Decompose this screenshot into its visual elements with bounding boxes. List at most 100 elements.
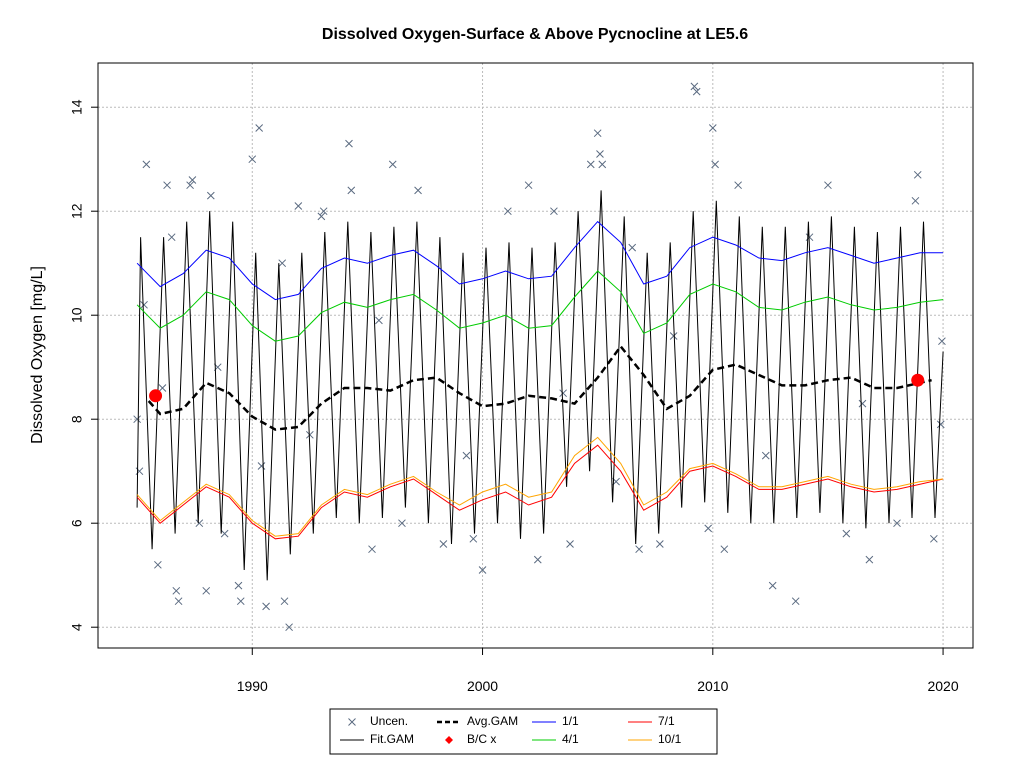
data-point [375,316,383,325]
data-point [398,519,406,528]
data-point [550,207,558,216]
data-point [791,597,800,606]
data-point [234,581,243,590]
data-point [220,529,229,538]
data-point [462,451,471,460]
data-point [439,540,448,548]
data-point [720,545,729,554]
data-point [708,124,717,132]
data-point [174,597,183,606]
data-point [142,160,151,169]
y-tick-label: 4 [69,623,85,631]
data-point [824,181,832,190]
data-point [345,139,353,148]
data-point [655,540,664,548]
data-point [280,597,289,606]
legend-label: 10/1 [658,732,682,746]
data-point [278,259,287,268]
legend-label: Uncen. [370,714,408,728]
data-point [158,384,167,392]
data-point [711,160,719,169]
data-point [206,191,215,200]
chart-title: Dissolved Oxygen-Surface & Above Pycnocl… [322,26,748,43]
x-tick-label: 2010 [697,678,728,694]
data-point [524,181,533,190]
y-axis-label: Dissolved Oxygen [mg/L] [29,266,46,444]
data-point [566,540,574,548]
data-point [319,207,328,216]
legend-box [329,708,718,755]
data-point [262,602,270,611]
data-point [135,467,144,476]
data-point [842,529,851,538]
data-point [248,155,257,164]
data-point [692,87,701,96]
legend-label: Avg.GAM [467,714,518,728]
data-point [305,430,314,439]
data-point [598,160,607,169]
series-line [136,444,944,540]
data-point [478,566,487,574]
data-point [368,545,376,554]
data-point [414,186,422,195]
data-point [167,233,176,242]
x-tick-label: 2020 [927,678,958,694]
series-line [136,270,944,342]
data-point [936,420,945,429]
data-point [195,519,204,528]
data-point [938,337,946,346]
data-point [140,300,148,309]
data-point [761,451,770,460]
data-point [913,170,922,179]
data-point [257,462,266,470]
data-point [734,181,742,190]
y-tick-label: 14 [69,99,85,115]
legend-label: Fit.GAM [370,732,414,746]
data-point [596,150,604,158]
data-point [704,524,713,533]
data-point [930,534,938,543]
y-tick-label: 10 [69,307,85,323]
data-point [154,560,162,569]
legend-marker [445,736,453,744]
bc-point [911,373,925,387]
x-tick-label: 1990 [237,678,268,694]
data-point [163,181,171,190]
data-point [628,243,637,252]
series-line [136,220,944,301]
legend-label: B/C x [467,732,496,746]
data-point [559,389,567,398]
data-point [202,586,211,595]
y-tick-label: 6 [69,519,85,527]
data-point [911,196,920,205]
data-point [236,597,245,606]
data-point [348,718,356,726]
series-line [147,344,932,431]
x-tick-label: 2000 [467,678,498,694]
data-point [690,82,699,91]
data-point [347,186,356,195]
data-point [635,545,643,554]
data-point [388,160,397,169]
data-point [768,581,777,590]
legend-label: 7/1 [658,714,675,728]
data-point [285,623,293,632]
data-point [669,332,678,340]
data-point [186,181,194,190]
y-tick-label: 8 [69,415,85,423]
data-point [188,176,197,184]
series-line [136,190,944,581]
data-point [294,202,303,210]
y-tick-label: 12 [69,203,85,219]
data-point [255,124,264,132]
data-point [586,160,595,169]
legend-label: 1/1 [562,714,579,728]
data-point [469,534,478,543]
legend: Uncen. Fit.GAM Avg.GAM B/C x 1/1 4/1 7/1 10/1 [329,708,718,755]
bc-point [149,389,163,403]
plot-frame [97,62,974,649]
data-point [858,399,867,408]
data-point [593,129,602,138]
data-point [533,555,542,564]
